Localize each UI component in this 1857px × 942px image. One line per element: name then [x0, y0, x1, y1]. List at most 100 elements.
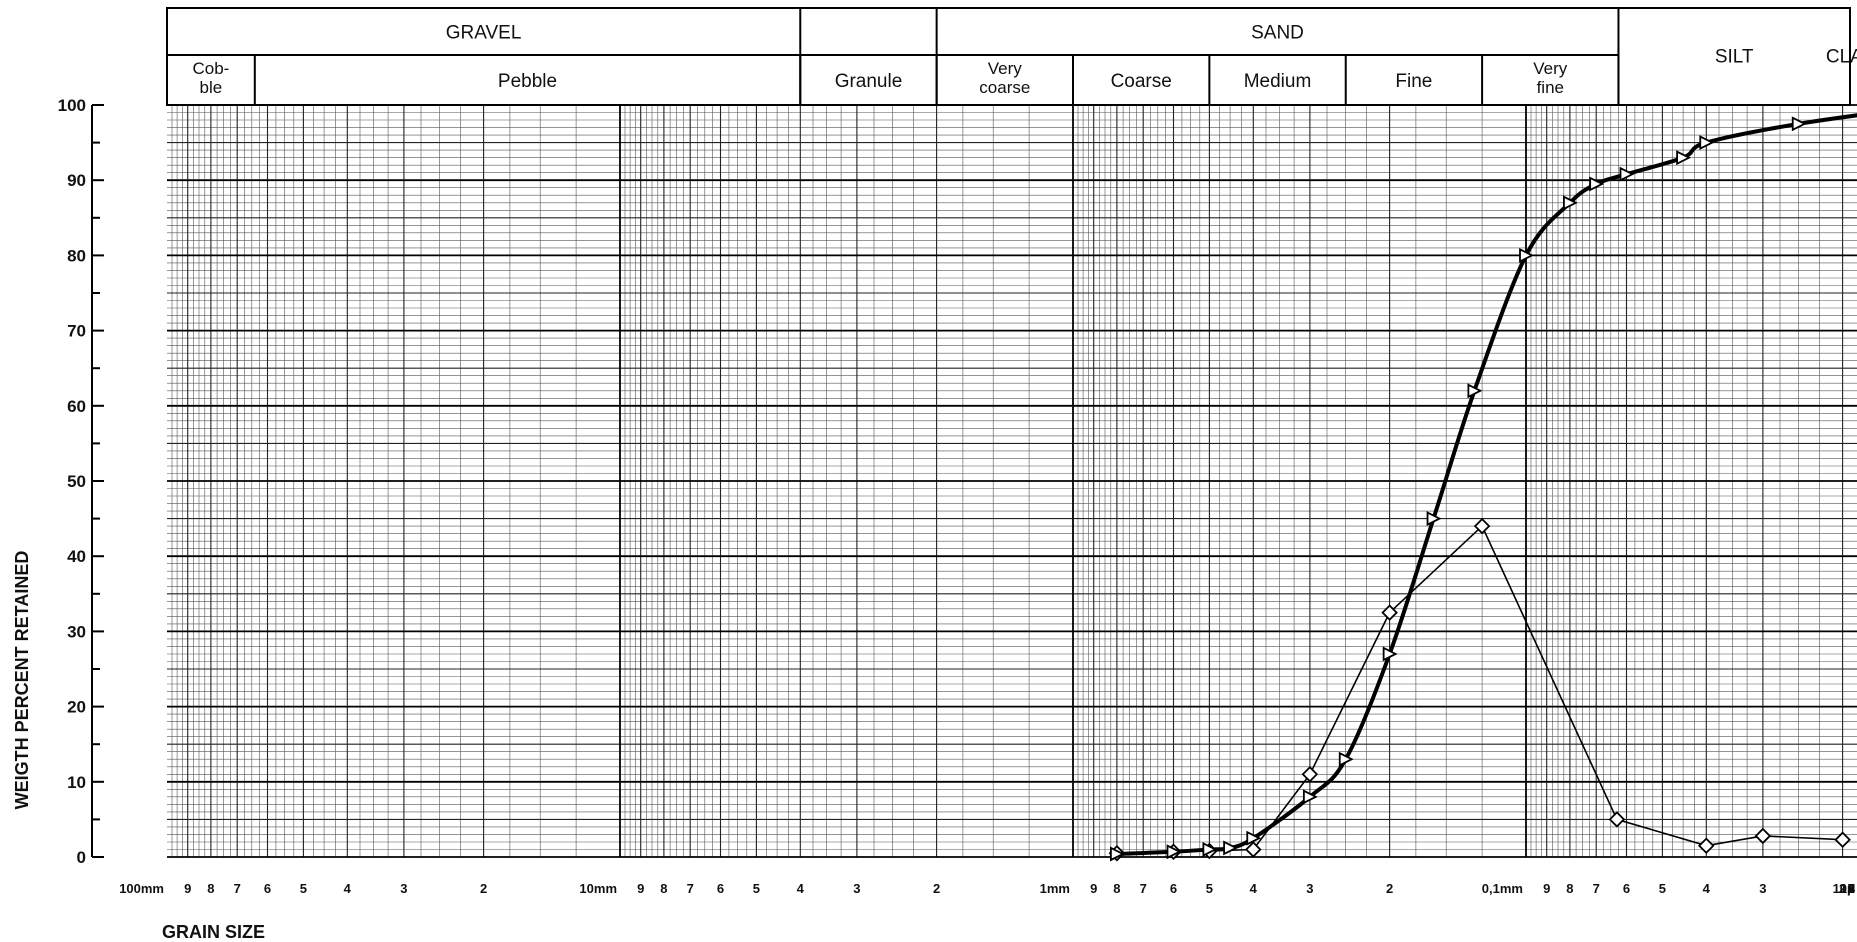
data-point-triangle [1519, 247, 1535, 263]
data-point-triangle [1676, 150, 1692, 166]
x-tick-label: 7 [1848, 881, 1855, 896]
data-point-triangle [1246, 830, 1262, 846]
data-point-triangle [1338, 751, 1354, 767]
subclass-label-fine: Fine [1395, 71, 1432, 92]
data-point-triangle [1382, 646, 1398, 662]
data-point-triangle [1426, 511, 1442, 527]
x-tick-label: 7 [1848, 881, 1855, 896]
data-point-triangle [1589, 176, 1605, 192]
x-tick-label: 4 [797, 881, 805, 896]
data-point-triangle [1166, 844, 1182, 860]
x-tick-label: 9 [1543, 881, 1550, 896]
x-tick-label: 7 [1593, 881, 1600, 896]
data-point-diamond [1381, 604, 1398, 621]
data-point-triangle [1302, 789, 1318, 805]
data-point-diamond [1244, 841, 1262, 858]
x-tick-label: 8 [1848, 881, 1855, 896]
x-tick-label: 7 [687, 881, 694, 896]
x-tick-label: 4 [1703, 881, 1711, 896]
grid-major-lines [167, 104, 1857, 858]
subclass-label-medium: Medium [1244, 71, 1312, 92]
x-tick-label: 3 [1759, 881, 1766, 896]
x-tick-label: 8 [1566, 881, 1573, 896]
grid [167, 104, 1857, 858]
data-point-diamond [1301, 766, 1319, 783]
x-tick-label: 1mm [1040, 881, 1070, 896]
x-tick-label: 8 [1848, 881, 1855, 896]
x-tick-label: 6 [717, 881, 724, 896]
series-layer [1108, 113, 1857, 862]
data-point-diamond [1754, 827, 1772, 845]
data-point-triangle [1791, 116, 1807, 132]
x-tick-label: 9 [637, 881, 644, 896]
subclass-label-very-fine: Very fine [1533, 59, 1568, 97]
subclass-label-granule: Granule [835, 71, 903, 92]
y-axis-title: WEIGTH PERCENT RETAINED [12, 551, 32, 810]
y-tick-label: 90 [67, 171, 86, 190]
data-point-diamond [1473, 517, 1491, 535]
y-tick-label: 100 [58, 96, 86, 115]
data-point-triangle [1223, 840, 1239, 856]
x-tick-label: 5 [1206, 881, 1213, 896]
x-tick-label: 3 [1306, 881, 1313, 896]
x-tick-label: 100mm [119, 881, 164, 896]
x-tick-label: 10mm [579, 881, 617, 896]
x-tick-label: 4 [1848, 881, 1856, 896]
y-tick-label: 50 [67, 472, 86, 491]
class-label-silt: SILT [1715, 47, 1754, 68]
subclass-label-cobble: Cob-ble [192, 59, 229, 97]
x-tick-label: 6 [1170, 881, 1177, 896]
subclass-label-pebble: Pebble [498, 71, 557, 92]
grain-class-header: GRAVEL SAND SILT CLAY Cob-ble Pebble Granule Ve… [166, 7, 1857, 106]
x-tick-label: 6 [1623, 881, 1630, 896]
x-tick-label: 5 [753, 881, 760, 896]
x-tick-label: 9 [184, 881, 191, 896]
y-tick-label: 40 [67, 547, 86, 566]
x-tick-label: 5 [300, 881, 307, 896]
x-tick-label: 7 [1140, 881, 1147, 896]
x-tick-label: 2 [1848, 881, 1855, 896]
x-tick-label: 9 [1848, 881, 1855, 896]
x-tick-label: 2 [1386, 881, 1393, 896]
x-tick-label: 6 [1848, 881, 1855, 896]
subclass-label-very-coarse: Very coarse [979, 59, 1030, 97]
data-point-diamond [1608, 811, 1626, 828]
y-tick-label: 0 [77, 848, 86, 867]
x-tick-label: 8 [660, 881, 667, 896]
x-tick-label: 3 [1848, 881, 1855, 896]
y-tick-label: 80 [67, 246, 86, 265]
x-tick-label: 6 [1848, 881, 1855, 896]
data-point-triangle [1110, 846, 1125, 862]
x-tick-label: 0,1mm [1482, 881, 1523, 896]
x-tick-label: 2 [480, 881, 487, 896]
y-axis: 0 10 20 30 40 50 60 70 80 90 100 [58, 96, 104, 867]
data-point-triangle [1467, 383, 1483, 399]
x-tick-label: 4 [344, 881, 352, 896]
x-tick-label: 5 [1848, 881, 1855, 896]
y-tick-label: 30 [67, 622, 86, 641]
data-point-triangle [1619, 166, 1635, 182]
x-tick-label: 3 [853, 881, 860, 896]
data-point-triangle [1563, 195, 1578, 211]
class-label-sand: SAND [1251, 23, 1304, 44]
x-tick-label: 2 [1839, 881, 1846, 896]
x-tick-label: 5 [1659, 881, 1666, 896]
data-point-triangle [1202, 842, 1218, 857]
data-point-triangle [1699, 135, 1715, 151]
x-tick-label: 3 [400, 881, 407, 896]
x-tick-label: 9 [1090, 881, 1097, 896]
data-point-diamond [1697, 837, 1715, 854]
x-tick-label: 10μ [1833, 881, 1855, 896]
x-tick-label: 7 [234, 881, 241, 896]
y-tick-label: 20 [67, 698, 86, 717]
x-tick-label: 9 [1848, 881, 1855, 896]
x-axis-title: GRAIN SIZE [162, 922, 265, 942]
class-label-gravel: GRAVEL [446, 23, 522, 44]
x-tick-label: 4 [1250, 881, 1258, 896]
x-axis: 100mm 9 8 7 6 5 4 3 2 10mm 9 8 7 6 5 4 3 2 1mm 9 8 7 6 5 4 3 2 0,1m… [119, 881, 1856, 896]
y-tick-label: 70 [67, 322, 86, 341]
subclass-label-coarse: Coarse [1111, 71, 1172, 92]
x-tick-label: 1μ [1840, 881, 1855, 896]
class-label-clay: CLAY [1826, 47, 1857, 68]
